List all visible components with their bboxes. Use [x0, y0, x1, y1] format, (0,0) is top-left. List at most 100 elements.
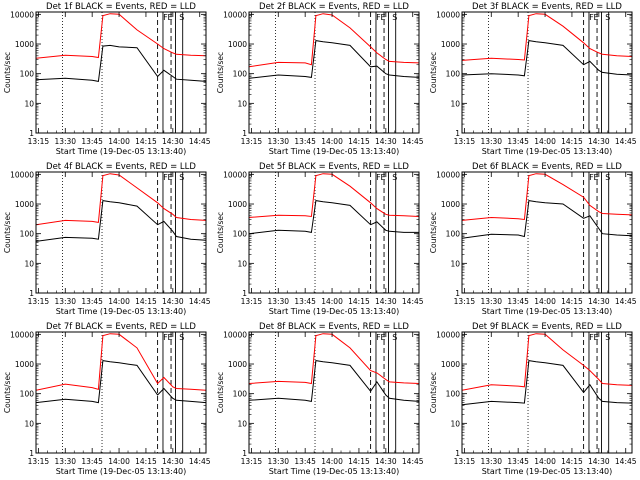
y-tick-label: 1	[455, 129, 460, 138]
y-axis: 10000 1000 100 10 1	[10, 10, 206, 138]
event-marker-label: S	[605, 333, 610, 342]
y-tick-label: 1	[29, 129, 34, 138]
x-tick-label: 14:45	[402, 457, 424, 466]
event-marker-label: F	[589, 13, 594, 22]
x-tick-label: 14:45	[189, 137, 211, 146]
x-tick-label: 14:45	[402, 297, 424, 306]
plot-frame	[35, 331, 207, 454]
x-tick-label: 13:45	[294, 457, 316, 466]
y-axis: 10000 1000 100 10 1	[436, 330, 632, 458]
x-tick-label: 14:15	[348, 457, 370, 466]
event-marker-label: S	[605, 13, 610, 22]
x-tick-label: 13:45	[507, 297, 529, 306]
y-axis: 10000 1000 100 10 1	[436, 10, 632, 138]
event-marker-label: S	[179, 333, 184, 342]
event-marker-label: E	[381, 333, 386, 342]
x-tick-label: 14:45	[402, 137, 424, 146]
x-axis: 13:15 13:30 13:45 14:00 14:15 14:30 14:45	[28, 172, 211, 306]
y-tick-label: 1000	[228, 360, 247, 369]
y-tick-label: 10	[24, 99, 34, 108]
y-tick-label: 10	[237, 259, 247, 268]
x-tick-label: 13:45	[81, 457, 103, 466]
x-tick-label: 13:30	[480, 457, 502, 466]
y-axis-label: Counts/sec	[429, 372, 438, 413]
x-tick-label: 13:45	[507, 457, 529, 466]
x-axis: 13:15 13:30 13:45 14:00 14:15 14:30 14:45	[454, 332, 637, 466]
x-tick-label: 14:15	[561, 457, 583, 466]
x-tick-label: 13:15	[28, 137, 50, 146]
x-tick-label: 14:45	[615, 297, 637, 306]
y-axis: 10000 1000 100 10 1	[10, 170, 206, 298]
y-tick-label: 100	[233, 390, 248, 399]
x-tick-label: 14:00	[534, 297, 556, 306]
series-line-lld	[36, 13, 206, 59]
x-tick-label: 13:30	[480, 137, 502, 146]
y-axis-label: Counts/sec	[216, 212, 225, 253]
y-tick-label: 10	[24, 259, 34, 268]
series-line-lld	[462, 13, 632, 61]
x-tick-label: 14:45	[615, 457, 637, 466]
x-axis-label: Start Time (19-Dec-05 13:13:40)	[482, 467, 613, 476]
x-tick-label: 14:15	[135, 137, 157, 146]
y-tick-label: 100	[446, 70, 461, 79]
x-tick-label: 14:00	[534, 137, 556, 146]
x-axis: 13:15 13:30 13:45 14:00 14:15 14:30 14:45	[28, 332, 211, 466]
event-marker-label: F	[589, 333, 594, 342]
series-line-events	[36, 360, 206, 404]
x-axis: 13:15 13:30 13:45 14:00 14:15 14:30 14:45	[454, 12, 637, 146]
x-axis-label: Start Time (19-Dec-05 13:13:40)	[56, 147, 187, 156]
series-line-events	[249, 360, 419, 402]
event-marker-label: F	[376, 333, 381, 342]
event-marker-label: F	[589, 173, 594, 182]
y-tick-label: 10000	[436, 10, 460, 19]
x-tick-label: 14:30	[588, 457, 610, 466]
event-marker-label: E	[594, 13, 599, 22]
y-tick-label: 1000	[228, 40, 247, 49]
x-tick-label: 14:30	[588, 137, 610, 146]
x-tick-label: 14:30	[375, 457, 397, 466]
series-line-lld	[36, 333, 206, 391]
x-tick-label: 14:30	[588, 297, 610, 306]
series-line-events	[462, 360, 632, 406]
panel-title: Det 6f BLACK = Events, RED = LLD	[472, 162, 622, 172]
x-tick-label: 14:45	[189, 457, 211, 466]
panel-title: Det 8f BLACK = Events, RED = LLD	[259, 322, 409, 332]
panel-title: Det 1f BLACK = Events, RED = LLD	[46, 2, 196, 12]
x-axis: 13:15 13:30 13:45 14:00 14:15 14:30 14:45	[241, 172, 424, 306]
x-tick-label: 14:15	[348, 137, 370, 146]
x-tick-label: 13:45	[294, 137, 316, 146]
x-axis: 13:15 13:30 13:45 14:00 14:15 14:30 14:45	[454, 172, 637, 306]
y-tick-label: 100	[233, 70, 248, 79]
x-tick-label: 14:00	[321, 297, 343, 306]
plot-frame	[248, 331, 420, 454]
panel-title: Det 3f BLACK = Events, RED = LLD	[472, 2, 622, 12]
series-line-events	[462, 200, 632, 239]
series-line-lld	[462, 173, 632, 221]
y-axis: 10000 1000 100 10 1	[10, 330, 206, 458]
x-axis-label: Start Time (19-Dec-05 13:13:40)	[482, 307, 613, 316]
x-axis: 13:15 13:30 13:45 14:00 14:15 14:30 14:45	[241, 12, 424, 146]
y-tick-label: 10	[237, 99, 247, 108]
x-tick-label: 13:30	[267, 137, 289, 146]
y-axis: 10000 1000 100 10 1	[223, 330, 419, 458]
panel-title: Det 5f BLACK = Events, RED = LLD	[259, 162, 409, 172]
event-marker-label: E	[594, 173, 599, 182]
x-tick-label: 13:15	[28, 457, 50, 466]
x-tick-label: 13:15	[28, 297, 50, 306]
y-axis-label: Counts/sec	[216, 372, 225, 413]
series-line-lld	[249, 173, 419, 218]
y-tick-label: 10000	[436, 170, 460, 179]
y-axis-label: Counts/sec	[3, 212, 12, 253]
y-tick-label: 100	[446, 230, 461, 239]
y-tick-label: 1	[29, 449, 34, 458]
x-tick-label: 14:30	[375, 137, 397, 146]
x-tick-label: 14:30	[375, 297, 397, 306]
event-marker-label: S	[179, 173, 184, 182]
x-tick-label: 14:15	[561, 137, 583, 146]
x-tick-label: 13:45	[81, 137, 103, 146]
y-tick-label: 10000	[223, 10, 247, 19]
